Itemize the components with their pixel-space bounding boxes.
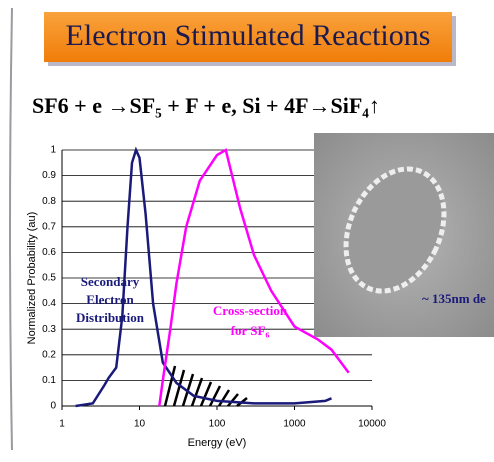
y-tick-label: 0.3: [42, 324, 56, 335]
y-tick-label: 0.2: [42, 349, 56, 360]
y-tick-label: 0: [50, 401, 56, 412]
x-tick-label: 10000: [358, 419, 386, 430]
hatch: [208, 385, 222, 407]
x-axis-label: Energy (eV): [188, 437, 247, 449]
annotation: ~ 135nm de: [422, 291, 486, 306]
title-box: [44, 12, 452, 62]
equation: SF6 + e →SF₅ + F + e, Si + 4F→SiF₄↑: [32, 93, 380, 118]
annotation: Secondary: [81, 274, 140, 289]
series-line: [75, 146, 332, 408]
x-tick-label: 1: [59, 419, 65, 430]
y-tick-label: 0.8: [42, 196, 56, 207]
series-line: [158, 148, 350, 407]
annotation: Electron: [86, 292, 134, 307]
x-tick-label: 10: [134, 419, 146, 430]
y-tick-label: 1: [50, 145, 56, 156]
slide-border: [9, 7, 13, 451]
hatch: [163, 365, 177, 407]
hatch: [190, 377, 204, 407]
annotation: Cross-section: [213, 303, 288, 318]
y-tick-label: 0.7: [42, 221, 56, 232]
y-axis-label: Normalized Probability (au): [26, 212, 38, 345]
x-tick-label: 100: [209, 419, 226, 430]
hatch: [199, 381, 213, 407]
hatch: [227, 393, 239, 407]
y-tick-label: 0.4: [42, 298, 56, 309]
annotation: Distribution: [76, 310, 145, 325]
title: Electron Stimulated Reactions: [66, 19, 431, 52]
annotation: for SF₆: [231, 323, 270, 338]
y-tick-label: 0.6: [42, 247, 56, 258]
y-tick-label: 0.9: [42, 170, 56, 181]
y-tick-label: 0.5: [42, 273, 56, 284]
hatch: [172, 369, 186, 407]
sem-hole: [343, 166, 447, 294]
y-tick-label: 0.1: [42, 375, 56, 386]
x-tick-label: 1000: [283, 419, 306, 430]
hatch: [217, 389, 231, 407]
